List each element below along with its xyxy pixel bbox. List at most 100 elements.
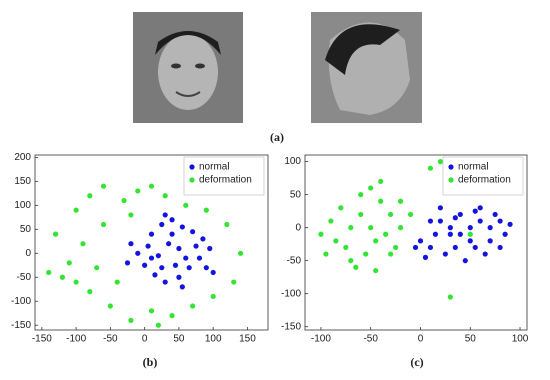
legend-label: normal (458, 162, 489, 173)
point (427, 165, 434, 171)
point (422, 254, 429, 260)
point (196, 255, 203, 261)
point (135, 250, 141, 256)
point (487, 225, 493, 231)
point (121, 197, 127, 204)
y-tick-label: -150 (11, 320, 31, 331)
point (148, 231, 155, 237)
y-tick-label: -150 (281, 321, 301, 332)
point (80, 241, 86, 247)
y-tick-label: 100 (14, 200, 31, 211)
point (193, 243, 199, 249)
point (397, 198, 404, 204)
caption: (b) (143, 355, 158, 369)
point (169, 231, 175, 237)
legend-box (442, 156, 524, 196)
y-tick-label: 50 (20, 224, 32, 235)
point (155, 253, 161, 259)
point (107, 303, 113, 309)
point (176, 245, 182, 252)
point (407, 211, 414, 218)
point (203, 207, 209, 213)
plot-frame (34, 154, 269, 331)
point (94, 265, 100, 271)
point (159, 221, 165, 228)
point (323, 251, 329, 257)
point (507, 221, 513, 227)
point (412, 244, 419, 251)
point (328, 218, 334, 224)
point (128, 317, 134, 324)
point (442, 251, 448, 257)
y-tick-label: 0 (295, 222, 301, 233)
point (373, 238, 379, 244)
point (492, 211, 498, 218)
x-tick-label: 100 (205, 334, 222, 345)
x-tick-label: -50 (103, 334, 118, 345)
x-tick-label: 50 (173, 334, 185, 345)
point (502, 231, 508, 237)
legend-box (183, 156, 265, 196)
x-tick-label: -150 (32, 334, 52, 345)
y-tick-label: 50 (290, 189, 302, 200)
point (66, 260, 72, 266)
point (145, 243, 151, 249)
point (87, 289, 93, 295)
point (437, 218, 443, 224)
point (179, 284, 185, 290)
point (162, 212, 168, 218)
point (135, 188, 141, 194)
point (378, 178, 384, 185)
point (166, 241, 172, 247)
point (169, 313, 175, 319)
point (452, 244, 458, 251)
point (207, 245, 213, 252)
point (73, 279, 79, 285)
point (100, 183, 107, 189)
face-image-profile (311, 12, 422, 123)
point (388, 251, 394, 257)
x-tick-label: 50 (465, 334, 477, 345)
point (186, 265, 192, 271)
point (457, 211, 463, 218)
point (378, 198, 384, 204)
point (467, 225, 473, 231)
y-tick-label: 150 (14, 176, 31, 187)
point (353, 264, 359, 270)
point (417, 238, 424, 244)
point (452, 215, 458, 221)
point (128, 212, 134, 218)
point (487, 238, 493, 244)
legend: normal deformation (442, 156, 524, 196)
y-tick-label: -100 (11, 296, 31, 307)
point (169, 217, 175, 223)
point (159, 265, 165, 271)
point (338, 205, 344, 211)
point (73, 207, 79, 213)
point (176, 274, 182, 280)
legend-label: normal (199, 162, 230, 173)
point (447, 231, 453, 237)
y-tick-label: 0 (25, 248, 31, 259)
x-tick-label: -50 (363, 334, 378, 345)
point (462, 258, 468, 264)
point (148, 255, 155, 261)
point (231, 279, 237, 285)
x-tick-label: 0 (418, 334, 424, 345)
point (59, 274, 66, 280)
point (114, 279, 120, 285)
point (203, 265, 209, 271)
point (373, 267, 379, 274)
point (437, 159, 443, 165)
plot-frame (304, 154, 528, 331)
point (128, 241, 134, 247)
point (179, 224, 185, 230)
point (318, 231, 324, 237)
caption: (c) (410, 355, 423, 369)
point (155, 322, 161, 328)
point (358, 192, 364, 198)
point (190, 303, 196, 309)
point (472, 208, 478, 214)
legend-label: deformation (458, 175, 511, 186)
point (87, 193, 93, 199)
